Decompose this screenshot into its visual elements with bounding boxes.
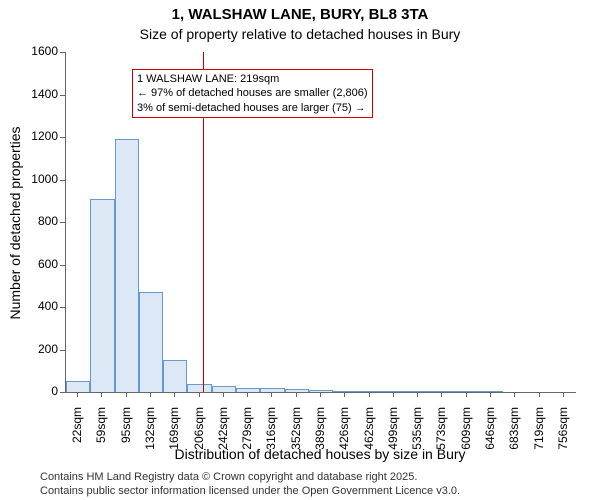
ytick-mark bbox=[60, 265, 65, 266]
ytick-label: 0 bbox=[20, 384, 58, 398]
xtick-mark bbox=[126, 392, 127, 397]
chart-subtitle: Size of property relative to detached ho… bbox=[0, 26, 600, 42]
xtick-label: 132sqm bbox=[143, 407, 157, 457]
footer-line2: Contains public sector information licen… bbox=[40, 484, 460, 498]
histogram-bar bbox=[212, 386, 236, 392]
histogram-bar bbox=[163, 360, 187, 392]
xtick-label: 59sqm bbox=[94, 407, 108, 457]
xtick-mark bbox=[563, 392, 564, 397]
xtick-label: 646sqm bbox=[483, 407, 497, 457]
chart-container: 1, WALSHAW LANE, BURY, BL8 3TA Size of p… bbox=[0, 0, 600, 500]
histogram-bar bbox=[406, 391, 430, 392]
xtick-label: 279sqm bbox=[240, 407, 254, 457]
ytick-label: 400 bbox=[20, 299, 58, 313]
annotation-line: 1 WALSHAW LANE: 219sqm bbox=[137, 72, 368, 86]
xtick-label: 389sqm bbox=[313, 407, 327, 457]
ytick-mark bbox=[60, 180, 65, 181]
ytick-label: 1000 bbox=[20, 172, 58, 186]
xtick-mark bbox=[490, 392, 491, 397]
xtick-label: 316sqm bbox=[264, 407, 278, 457]
ytick-mark bbox=[60, 307, 65, 308]
ytick-label: 1600 bbox=[20, 44, 58, 58]
xtick-mark bbox=[247, 392, 248, 397]
xtick-mark bbox=[393, 392, 394, 397]
xtick-mark bbox=[77, 392, 78, 397]
xtick-mark bbox=[223, 392, 224, 397]
xtick-mark bbox=[101, 392, 102, 397]
xtick-label: 609sqm bbox=[459, 407, 473, 457]
histogram-bar bbox=[187, 384, 211, 393]
chart-title: 1, WALSHAW LANE, BURY, BL8 3TA bbox=[0, 6, 600, 23]
xtick-mark bbox=[441, 392, 442, 397]
xtick-mark bbox=[369, 392, 370, 397]
ytick-label: 200 bbox=[20, 342, 58, 356]
histogram-bar bbox=[66, 381, 90, 392]
histogram-bar bbox=[430, 391, 454, 392]
xtick-mark bbox=[539, 392, 540, 397]
footer-attribution: Contains HM Land Registry data © Crown c… bbox=[40, 470, 460, 499]
xtick-label: 22sqm bbox=[70, 407, 84, 457]
ytick-label: 600 bbox=[20, 257, 58, 271]
annotation-line: 3% of semi-detached houses are larger (7… bbox=[137, 101, 368, 115]
xtick-mark bbox=[320, 392, 321, 397]
xtick-label: 683sqm bbox=[507, 407, 521, 457]
xtick-label: 535sqm bbox=[410, 407, 424, 457]
histogram-bar bbox=[260, 388, 284, 392]
xtick-label: 426sqm bbox=[337, 407, 351, 457]
xtick-label: 573sqm bbox=[434, 407, 448, 457]
histogram-bar bbox=[333, 391, 357, 392]
ytick-label: 1200 bbox=[20, 129, 58, 143]
ytick-label: 800 bbox=[20, 214, 58, 228]
histogram-bar bbox=[115, 139, 139, 392]
footer-line1: Contains HM Land Registry data © Crown c… bbox=[40, 470, 460, 484]
xtick-mark bbox=[199, 392, 200, 397]
histogram-bar bbox=[139, 292, 163, 392]
xtick-label: 499sqm bbox=[386, 407, 400, 457]
ytick-mark bbox=[60, 95, 65, 96]
histogram-bar bbox=[382, 391, 406, 392]
xtick-label: 462sqm bbox=[362, 407, 376, 457]
histogram-bar bbox=[90, 199, 114, 392]
xtick-mark bbox=[417, 392, 418, 397]
xtick-label: 719sqm bbox=[532, 407, 546, 457]
ytick-mark bbox=[60, 222, 65, 223]
xtick-label: 352sqm bbox=[289, 407, 303, 457]
xtick-label: 206sqm bbox=[192, 407, 206, 457]
ytick-mark bbox=[60, 392, 65, 393]
ytick-mark bbox=[60, 350, 65, 351]
xtick-mark bbox=[150, 392, 151, 397]
ytick-mark bbox=[60, 137, 65, 138]
annotation-box: 1 WALSHAW LANE: 219sqm← 97% of detached … bbox=[132, 69, 373, 118]
xtick-label: 756sqm bbox=[556, 407, 570, 457]
ytick-label: 1400 bbox=[20, 87, 58, 101]
xtick-label: 242sqm bbox=[216, 407, 230, 457]
annotation-line: ← 97% of detached houses are smaller (2,… bbox=[137, 86, 368, 100]
histogram-bar bbox=[285, 389, 309, 392]
histogram-bar bbox=[455, 391, 479, 392]
xtick-mark bbox=[344, 392, 345, 397]
xtick-label: 95sqm bbox=[119, 407, 133, 457]
plot-area: 1 WALSHAW LANE: 219sqm← 97% of detached … bbox=[65, 52, 576, 393]
xtick-mark bbox=[174, 392, 175, 397]
xtick-mark bbox=[514, 392, 515, 397]
ytick-mark bbox=[60, 52, 65, 53]
histogram-bar bbox=[357, 391, 381, 392]
xtick-label: 169sqm bbox=[167, 407, 181, 457]
xtick-mark bbox=[271, 392, 272, 397]
xtick-mark bbox=[466, 392, 467, 397]
histogram-bar bbox=[236, 388, 260, 392]
xtick-mark bbox=[296, 392, 297, 397]
